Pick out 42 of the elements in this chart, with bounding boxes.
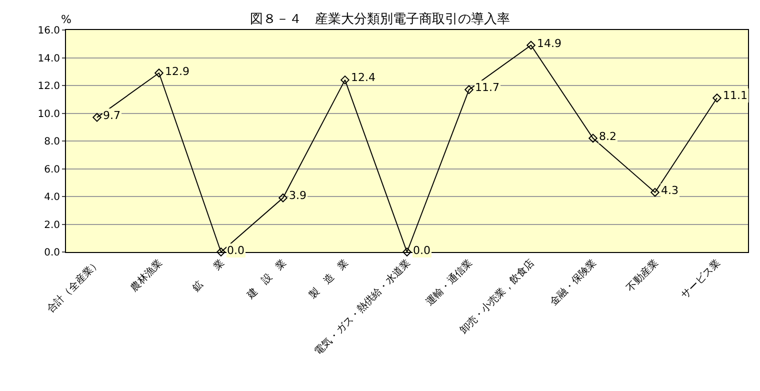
text: 12.9: [165, 65, 190, 78]
text: 3.9: [289, 189, 306, 202]
y-tick-label: 6.0: [44, 164, 60, 176]
point: [278, 193, 288, 202]
y-tick-label: 10.0: [38, 108, 60, 120]
x-tick-label: 不動産業: [624, 257, 661, 294]
x-tick-label: 鉱 業: [190, 257, 227, 294]
text: 8.2: [599, 130, 616, 143]
y-tick-label: 0.0: [44, 248, 60, 258]
x-tick-label: 製 造 業: [306, 257, 351, 302]
point: [92, 113, 102, 122]
text: 11.1: [723, 89, 748, 102]
y-tick-label: 16.0: [38, 26, 60, 36]
x-tick-label: 建 設 業: [244, 257, 289, 302]
x-tick-label: サービス業: [678, 257, 723, 302]
text: 0.0: [413, 244, 430, 257]
y-tick-label: 2.0: [44, 220, 60, 231]
text: 11.7: [475, 81, 500, 94]
x-tick-label: 合計（全産業）: [44, 257, 103, 316]
text: 9.7: [103, 109, 120, 122]
point: [588, 134, 598, 143]
point: [340, 76, 350, 84]
point: [526, 40, 536, 50]
point: [712, 94, 722, 102]
point: [464, 85, 474, 94]
point: [154, 68, 164, 78]
x-tick-label: 運輸・通信業: [424, 257, 475, 308]
text: 12.4: [351, 71, 376, 84]
text: 14.9: [537, 37, 562, 50]
y-tick-label: 4.0: [44, 192, 60, 203]
y-tick-label: 8.0: [44, 136, 60, 148]
point: [216, 248, 226, 256]
point: [650, 188, 660, 197]
y-tick-label: 14.0: [38, 53, 60, 64]
y-tick-label: 12.0: [38, 81, 60, 92]
text: 4.3: [661, 184, 678, 197]
chart-title: 図８－４ 産業大分類別電子商取引の導入率: [250, 10, 510, 27]
y-axis-title: %: [61, 13, 72, 26]
x-tick-label: 金融・保険業: [548, 257, 599, 308]
text: 0.0: [227, 244, 244, 257]
point: [402, 248, 412, 256]
x-tick-label: 農林漁業: [128, 257, 165, 294]
